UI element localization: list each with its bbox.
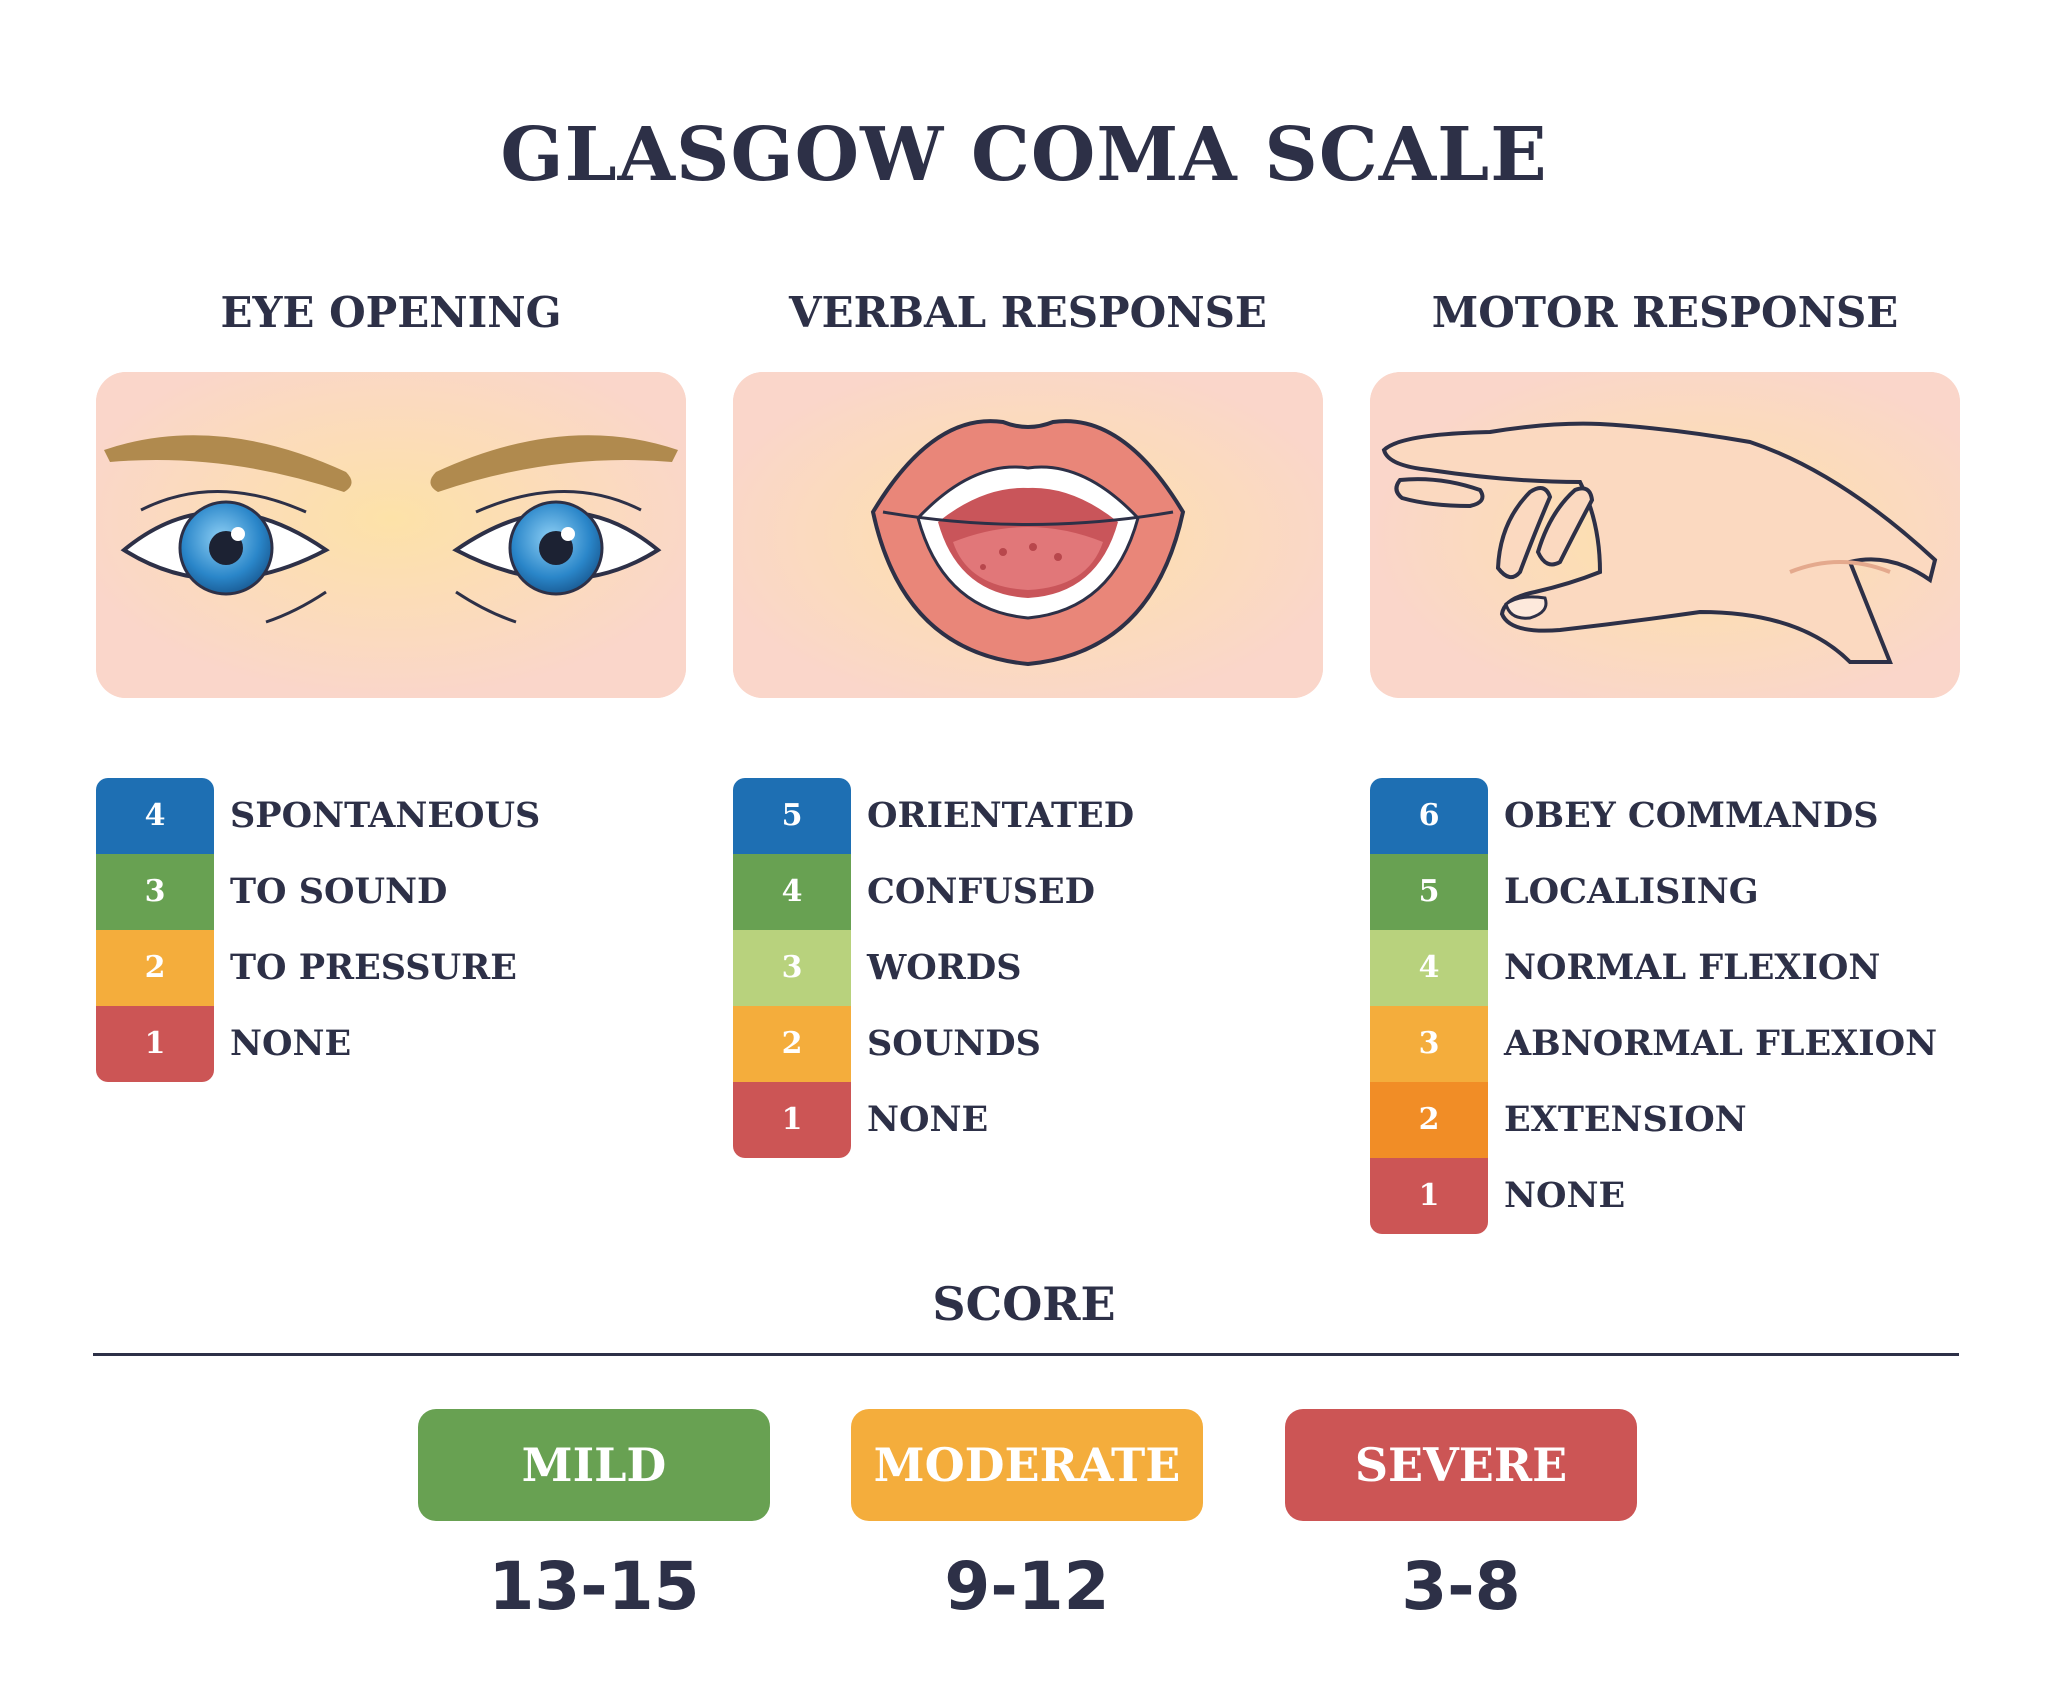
- scale-label: ORIENTATED: [867, 795, 1135, 836]
- scale-label: OBEY COMMANDS: [1504, 795, 1879, 836]
- score-badge: 5: [733, 778, 851, 854]
- scale-row: 2 TO PRESSURE: [96, 930, 686, 1006]
- scale-row: 4 NORMAL FLEXION: [1370, 930, 1960, 1006]
- severity-severe: SEVERE: [1285, 1409, 1637, 1521]
- score-badge: 3: [733, 930, 851, 1006]
- eyes-illustration: [96, 372, 686, 698]
- severity-range: 3-8: [1401, 1548, 1521, 1625]
- score-badge: 2: [96, 930, 214, 1006]
- score-badge: 2: [733, 1006, 851, 1082]
- section-motor-response: MOTOR RESPONSE 6 OBEY COMMANDS: [1370, 0, 1960, 1690]
- section-title: VERBAL RESPONSE: [789, 288, 1267, 337]
- score-badge: 3: [1370, 1006, 1488, 1082]
- severity-mild: MILD: [418, 1409, 770, 1521]
- section-title: MOTOR RESPONSE: [1431, 288, 1899, 337]
- scale-row: 1 NONE: [733, 1082, 1323, 1158]
- scale-row: 1 NONE: [1370, 1158, 1960, 1234]
- scale-row: 5 LOCALISING: [1370, 854, 1960, 930]
- score-divider: [93, 1353, 1959, 1356]
- scale-label: NONE: [867, 1099, 989, 1140]
- scale-row: 3 TO SOUND: [96, 854, 686, 930]
- scale-row: 2 EXTENSION: [1370, 1082, 1960, 1158]
- scale-row: 1 NONE: [96, 1006, 686, 1082]
- severity-moderate: MODERATE: [851, 1409, 1203, 1521]
- mouth-illustration: [733, 372, 1323, 698]
- hand-illustration: [1370, 372, 1960, 698]
- score-badge: 4: [1370, 930, 1488, 1006]
- mouth-icon: [733, 372, 1323, 698]
- scale-label: NONE: [1504, 1175, 1626, 1216]
- scale-label: SPONTANEOUS: [230, 795, 541, 836]
- scale-label: NONE: [230, 1023, 352, 1064]
- scale-label: SOUNDS: [867, 1023, 1041, 1064]
- severity-range: 13-15: [488, 1548, 700, 1625]
- scale-label: CONFUSED: [867, 871, 1096, 912]
- score-badge: 1: [733, 1082, 851, 1158]
- scale-label: TO PRESSURE: [230, 947, 517, 988]
- score-badge: 3: [96, 854, 214, 930]
- scale-label: LOCALISING: [1504, 871, 1759, 912]
- scale-row: 3 ABNORMAL FLEXION: [1370, 1006, 1960, 1082]
- hand-icon: [1370, 372, 1960, 698]
- scale-label: NORMAL FLEXION: [1504, 947, 1881, 988]
- section-eye-opening: EYE OPENING: [96, 0, 686, 1690]
- score-badge: 1: [1370, 1158, 1488, 1234]
- severity-range: 9-12: [944, 1548, 1110, 1625]
- score-title: SCORE: [932, 1277, 1116, 1331]
- eyes-icon: [96, 372, 686, 698]
- scale-label: TO SOUND: [230, 871, 448, 912]
- section-title: EYE OPENING: [220, 288, 562, 337]
- scale-row: 5 ORIENTATED: [733, 778, 1323, 854]
- score-badge: 1: [96, 1006, 214, 1082]
- scale-row: 6 OBEY COMMANDS: [1370, 778, 1960, 854]
- scale-row: 4 SPONTANEOUS: [96, 778, 686, 854]
- score-badge: 6: [1370, 778, 1488, 854]
- score-badge: 4: [733, 854, 851, 930]
- score-badge: 4: [96, 778, 214, 854]
- scale-label: EXTENSION: [1504, 1099, 1747, 1140]
- section-verbal-response: VERBAL RESPONSE 5 O: [733, 0, 1323, 1690]
- score-badge: 2: [1370, 1082, 1488, 1158]
- page-title: GLASGOW COMA SCALE: [500, 112, 1548, 198]
- scale-row: 3 WORDS: [733, 930, 1323, 1006]
- scale-row: 4 CONFUSED: [733, 854, 1323, 930]
- scale-row: 2 SOUNDS: [733, 1006, 1323, 1082]
- scale-label: WORDS: [867, 947, 1022, 988]
- score-badge: 5: [1370, 854, 1488, 930]
- scale-label: ABNORMAL FLEXION: [1504, 1023, 1938, 1064]
